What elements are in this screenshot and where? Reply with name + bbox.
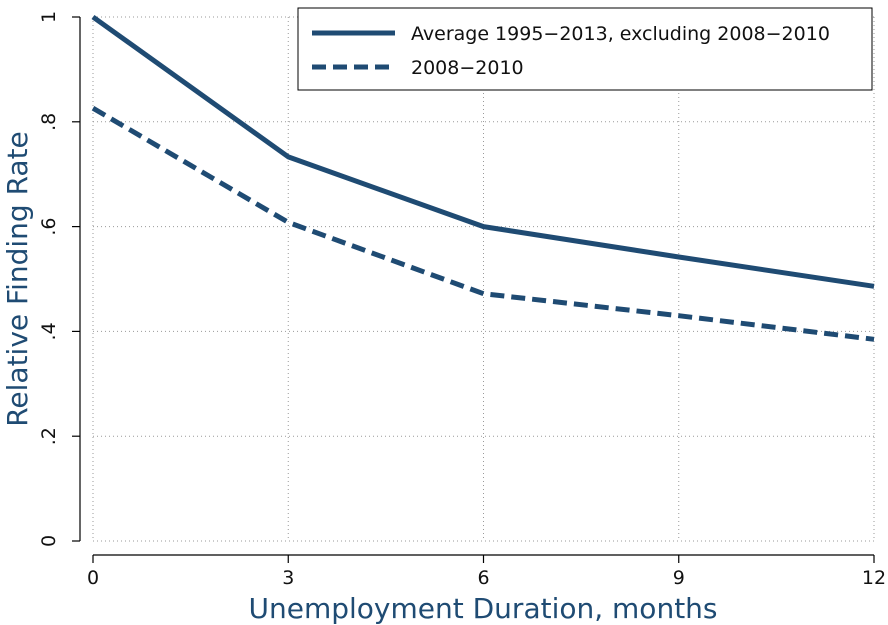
ticks-layer: 0 .2 .4 .6 .8 1 0 3 6 9 12: [38, 11, 886, 589]
x-tick-label: 9: [673, 567, 685, 589]
legend-label-average: Average 1995−2013, excluding 2008−2010: [411, 23, 830, 45]
x-tick-label: 12: [862, 567, 886, 589]
x-tick-label: 0: [87, 567, 99, 589]
x-tick-label: 3: [282, 567, 294, 589]
legend: Average 1995−2013, excluding 2008−2010 2…: [297, 7, 873, 91]
y-tick-label: .4: [38, 322, 60, 340]
y-tick-label: .2: [38, 427, 60, 445]
legend-label-2008-2010: 2008−2010: [411, 57, 524, 79]
y-tick-label: 1: [38, 11, 60, 23]
series-line-average: [91, 14, 875, 289]
series-layer: [91, 14, 875, 342]
y-tick-label: .8: [38, 113, 60, 131]
y-tick-label: 0: [38, 535, 60, 547]
x-tick-label: 6: [477, 567, 489, 589]
axes-layer: [79, 17, 874, 556]
y-axis-title: Relative Finding Rate: [1, 131, 34, 427]
legend-box: [297, 7, 873, 91]
y-tick-label: .6: [38, 218, 60, 236]
series-line-2008-2010: [91, 106, 875, 342]
x-axis-title: Unemployment Duration, months: [249, 592, 718, 625]
grid-layer: [92, 16, 875, 542]
